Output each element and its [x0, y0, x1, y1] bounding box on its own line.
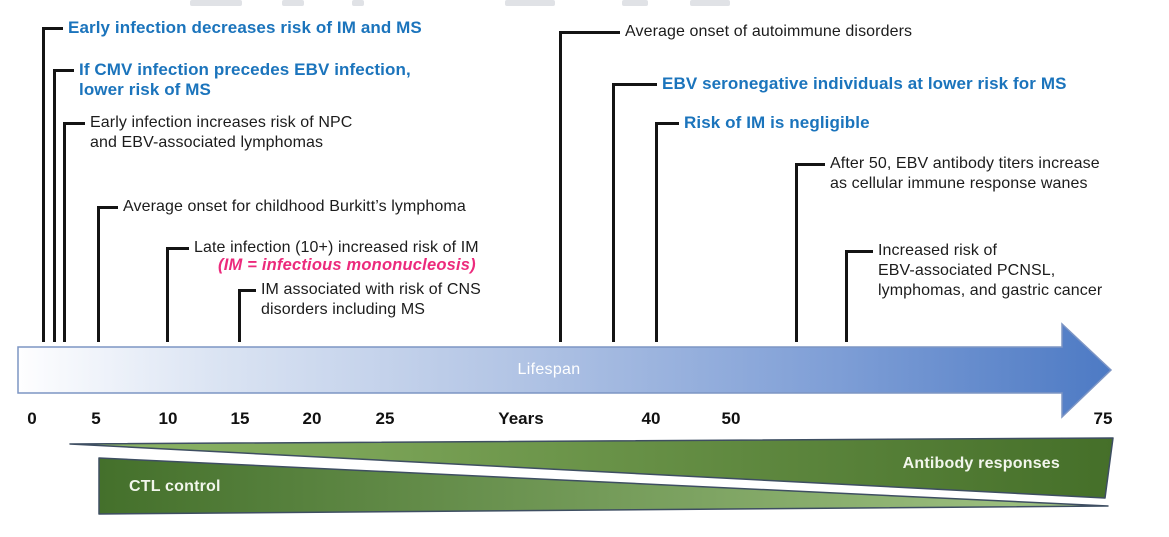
callout-vertical-line	[53, 69, 56, 342]
callout-vertical-line	[97, 206, 100, 342]
year-tick-5: 5	[91, 409, 101, 428]
callout-horizontal-stub	[166, 247, 189, 250]
callout-text: EBV seronegative individuals at lower ri…	[662, 74, 1067, 93]
callout-horizontal-stub	[97, 206, 118, 209]
top-crop-artifact	[282, 0, 304, 6]
callout-text: Average onset of autoimmune disorders	[625, 23, 913, 40]
top-crop-artifact	[505, 0, 555, 6]
top-crop-artifact	[190, 0, 242, 6]
axis-unit-label: Years	[498, 409, 544, 428]
callout-text: If CMV infection precedes EBV infection,…	[79, 60, 411, 99]
callout-vertical-line	[166, 247, 169, 342]
callout-text: Average onset for childhood Burkitt’s ly…	[123, 198, 466, 215]
im-definition-note: (IM = infectious mononucleosis)	[218, 256, 476, 274]
callout-vertical-line	[612, 83, 615, 342]
callout-vertical-line	[845, 250, 848, 342]
antibody-responses-band	[69, 437, 1114, 499]
callout-horizontal-stub	[612, 83, 657, 86]
callout-text: Late infection (10+) increased risk of I…	[194, 239, 479, 256]
year-tick-50: 50	[721, 409, 741, 428]
year-tick-25: 25	[375, 409, 395, 428]
callout-vertical-line	[795, 163, 798, 342]
callout-vertical-line	[655, 122, 658, 342]
lifespan-arrow	[17, 322, 1113, 419]
callout-vertical-line	[238, 289, 241, 342]
lifespan-label: Lifespan	[517, 361, 581, 378]
callout-horizontal-stub	[795, 163, 825, 166]
callout-vertical-line	[42, 27, 45, 342]
year-tick-40: 40	[641, 409, 661, 428]
antibody-responses-label: Antibody responses	[902, 455, 1060, 472]
year-tick-0: 0	[27, 409, 37, 428]
callout-horizontal-stub	[53, 69, 74, 72]
callout-text: After 50, EBV antibody titers increase a…	[830, 155, 1100, 192]
callout-text: Early infection decreases risk of IM and…	[68, 18, 422, 37]
callout-horizontal-stub	[559, 31, 620, 34]
top-crop-artifact	[690, 0, 730, 6]
year-tick-75: 75	[1093, 409, 1113, 428]
top-crop-artifact	[352, 0, 364, 6]
callout-vertical-line	[63, 122, 66, 342]
callout-horizontal-stub	[42, 27, 63, 30]
year-tick-10: 10	[158, 409, 178, 428]
ctl-control-label: CTL control	[129, 478, 221, 495]
callout-horizontal-stub	[845, 250, 873, 253]
year-tick-15: 15	[230, 409, 250, 428]
ctl-control-band	[98, 457, 1109, 515]
callout-horizontal-stub	[63, 122, 85, 125]
callout-text: Risk of IM is negligible	[684, 113, 870, 132]
top-crop-artifact	[622, 0, 648, 6]
callout-horizontal-stub	[238, 289, 256, 292]
callout-text: IM associated with risk of CNS disorders…	[261, 281, 481, 318]
callout-horizontal-stub	[655, 122, 679, 125]
year-tick-20: 20	[302, 409, 322, 428]
callout-text: Increased risk of EBV-associated PCNSL, …	[878, 242, 1103, 299]
callout-text: Early infection increases risk of NPC an…	[90, 114, 353, 151]
callout-vertical-line	[559, 31, 562, 342]
